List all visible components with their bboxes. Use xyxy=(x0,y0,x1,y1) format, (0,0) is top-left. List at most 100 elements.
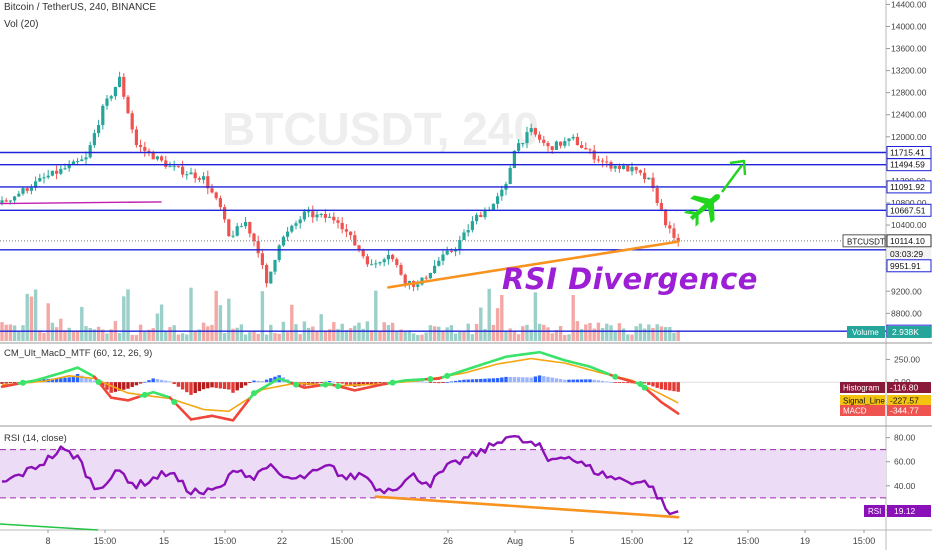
candle-body xyxy=(555,142,558,150)
macd-histogram-bar xyxy=(194,382,197,393)
volume-bar xyxy=(55,327,58,341)
macd-histogram-bar xyxy=(433,382,436,383)
macd-histogram-bar xyxy=(614,382,617,383)
macd-series-value: -116.80 xyxy=(890,383,918,393)
price-candle xyxy=(227,219,230,237)
candle-body xyxy=(143,147,146,151)
candle-body xyxy=(101,106,104,125)
macd-histogram-bar xyxy=(378,382,381,383)
candle-body xyxy=(441,254,444,260)
volume-bar xyxy=(479,308,482,341)
volume-bar xyxy=(492,325,495,341)
macd-histogram-bar xyxy=(555,378,558,382)
price-candle xyxy=(651,173,654,192)
candle-body xyxy=(156,156,159,159)
volume-bar xyxy=(647,324,650,341)
candle-body xyxy=(122,77,125,97)
candle-body xyxy=(80,159,83,161)
macd-axis-tick-label: 250.00 xyxy=(894,354,920,364)
rsi-falling-trendline xyxy=(376,497,678,517)
level-price-value: 11091.92 xyxy=(890,182,925,192)
macd-histogram-bar xyxy=(215,382,218,388)
price-candle xyxy=(72,160,75,165)
candle-body xyxy=(446,251,449,255)
candle-body xyxy=(227,219,230,236)
time-axis-tick-label: 15:00 xyxy=(214,536,237,546)
macd-histogram-bar xyxy=(143,382,146,383)
time-axis-tick-label: 15:00 xyxy=(853,536,876,546)
macd-crossover-dot xyxy=(390,380,396,386)
price-candle xyxy=(173,161,176,171)
macd-histogram-bar xyxy=(500,377,503,382)
candle-body xyxy=(517,143,520,151)
price-candle xyxy=(656,185,659,206)
candle-body xyxy=(332,217,335,221)
candle-body xyxy=(492,204,495,210)
candle-body xyxy=(248,222,251,234)
macd-histogram-bar xyxy=(332,382,335,383)
price-candle xyxy=(236,223,239,237)
price-candle xyxy=(80,155,83,161)
volume-bar xyxy=(542,325,545,341)
volume-bar xyxy=(89,328,92,341)
level-price-value: 03:03:29 xyxy=(890,249,923,259)
macd-histogram-bar xyxy=(429,382,432,383)
candle-body xyxy=(160,156,163,160)
macd-histogram-bar xyxy=(509,377,512,382)
volume-bar xyxy=(609,325,612,341)
macd-crossover-dot xyxy=(293,382,299,388)
candle-body xyxy=(26,188,29,191)
price-candle xyxy=(290,225,293,234)
volume-bar xyxy=(462,332,465,341)
candle-body xyxy=(194,173,197,179)
macd-histogram-bar xyxy=(265,380,268,383)
macd-histogram-bar xyxy=(656,382,659,388)
volume-bar xyxy=(34,289,37,341)
volume-bar xyxy=(441,330,444,341)
volume-bar xyxy=(374,291,377,341)
price-candle xyxy=(261,249,264,269)
macd-histogram-bar xyxy=(248,382,251,383)
macd-histogram-bar xyxy=(240,382,243,388)
candle-body xyxy=(467,230,470,232)
candle-body xyxy=(126,97,129,113)
macd-histogram-bar xyxy=(5,382,8,383)
macd-histogram-bar xyxy=(336,382,339,383)
volume-bar xyxy=(504,331,507,341)
candle-body xyxy=(668,225,671,228)
candle-body xyxy=(223,207,226,219)
candle-body xyxy=(593,150,596,159)
candle-body xyxy=(572,137,575,139)
price-candle xyxy=(269,272,272,284)
volume-bar xyxy=(47,303,50,341)
volume-bar xyxy=(156,313,159,341)
candle-body xyxy=(471,221,474,230)
macd-histogram-bar xyxy=(244,382,247,385)
volume-bar xyxy=(437,327,440,341)
volume-bar xyxy=(223,333,226,341)
macd-histogram-bar xyxy=(593,380,596,382)
price-candle xyxy=(328,213,331,218)
macd-histogram-bar xyxy=(156,379,159,382)
chart-title: Bitcoin / TetherUS, 240, BINANCE xyxy=(4,2,156,13)
price-axis-tick-label: 8800.00 xyxy=(891,308,922,318)
volume-bar xyxy=(164,331,167,341)
macd-histogram-bar xyxy=(441,382,444,383)
volume-bar xyxy=(122,296,125,341)
price-candle xyxy=(210,184,213,194)
level-price-value: 11715.41 xyxy=(890,147,925,157)
macd-histogram-bar xyxy=(164,381,167,383)
price-candle xyxy=(114,87,117,100)
price-candle xyxy=(433,260,436,274)
price-candle xyxy=(504,182,507,196)
macd-histogram-bar xyxy=(147,380,150,382)
price-candle xyxy=(219,196,222,210)
macd-series-value: -227.57 xyxy=(890,396,919,406)
volume-bar xyxy=(509,328,512,341)
price-candle xyxy=(320,213,323,218)
macd-histogram-bar xyxy=(89,379,92,382)
macd-histogram-bar xyxy=(9,382,12,383)
macd-crossover-dot xyxy=(444,373,450,379)
time-axis-tick-label: 15:00 xyxy=(737,536,760,546)
time-axis-tick-label: 12 xyxy=(683,536,693,546)
